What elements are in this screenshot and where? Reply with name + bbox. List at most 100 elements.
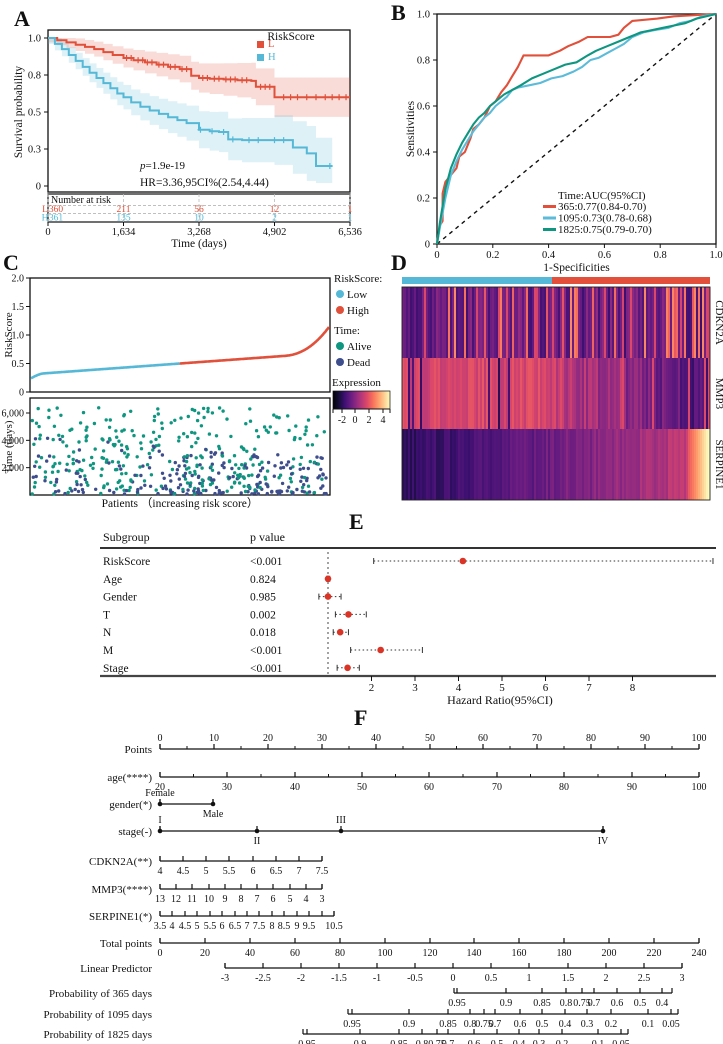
svg-text:Stage: Stage [103, 663, 129, 675]
svg-text:30: 30 [317, 733, 327, 744]
svg-text:0.8: 0.8 [560, 998, 573, 1009]
svg-text:Dead: Dead [347, 357, 371, 369]
svg-text:Number at risk: Number at risk [51, 195, 111, 206]
svg-text:-1.5: -1.5 [331, 973, 347, 984]
svg-text:1,634: 1,634 [112, 227, 136, 238]
svg-text:p value: p value [250, 530, 285, 544]
svg-text:0.2: 0.2 [417, 194, 430, 205]
svg-text:220: 220 [647, 948, 662, 959]
svg-text:240: 240 [692, 948, 707, 959]
svg-text:140: 140 [467, 948, 482, 959]
svg-text:40: 40 [290, 782, 300, 793]
panel-d-heatmap: CDKN2A MMP3 SERPINE1 [401, 277, 723, 501]
svg-text:200: 200 [602, 948, 617, 959]
svg-text:N: N [103, 627, 112, 639]
svg-text:H: H [268, 52, 276, 63]
svg-text:0.75: 0.75 [428, 1039, 446, 1044]
svg-text:0.6: 0.6 [611, 998, 624, 1009]
svg-text:70: 70 [532, 733, 542, 744]
panel-b-roc-plot: 00 0.2 0.2 0.4 0.4 0.6 0.6 0.8 0.8 1.0 1.0 Sensitiv… [405, 10, 723, 275]
svg-text:0.8: 0.8 [417, 56, 430, 67]
svg-text:12: 12 [270, 205, 280, 215]
svg-text:0.7: 0.7 [588, 998, 601, 1009]
svg-text:10.5: 10.5 [325, 921, 343, 932]
svg-text:9: 9 [295, 921, 300, 932]
svg-text:0.4: 0.4 [513, 1039, 526, 1044]
svg-text:0.5: 0.5 [634, 998, 647, 1009]
svg-text:0.5: 0.5 [491, 1039, 504, 1044]
svg-text:0: 0 [36, 182, 41, 193]
svg-text:1.0: 1.0 [709, 250, 722, 261]
svg-text:0.4: 0.4 [559, 1019, 572, 1030]
svg-text:50: 50 [357, 782, 367, 793]
svg-text:6,000: 6,000 [2, 408, 25, 419]
svg-text:0.7: 0.7 [442, 1039, 455, 1044]
svg-text:100: 100 [378, 948, 393, 959]
svg-text:Alive: Alive [347, 341, 372, 353]
svg-text:L: L [42, 205, 48, 215]
svg-text:0.9: 0.9 [500, 998, 513, 1009]
svg-text:4: 4 [158, 866, 163, 877]
svg-text:0.6: 0.6 [514, 1019, 527, 1030]
svg-text:0.6: 0.6 [598, 250, 611, 261]
svg-text:5: 5 [204, 866, 209, 877]
svg-text:Subgroup: Subgroup [103, 530, 150, 544]
svg-text:5: 5 [195, 921, 200, 932]
svg-text:5: 5 [288, 894, 293, 905]
svg-text:0.95: 0.95 [298, 1039, 316, 1044]
svg-text:1: 1 [348, 214, 353, 224]
svg-text:1.5: 1.5 [12, 302, 25, 313]
svg-text:Probability of 365 days: Probability of 365 days [49, 988, 152, 1000]
svg-text:160: 160 [512, 948, 527, 959]
svg-text:1.0: 1.0 [28, 34, 41, 45]
svg-text:Time:: Time: [334, 325, 360, 337]
svg-text:80: 80 [586, 733, 596, 744]
svg-text:2.0: 2.0 [12, 274, 25, 285]
svg-text:7: 7 [297, 866, 302, 877]
svg-text:0.3: 0.3 [28, 145, 41, 156]
svg-text:Time:AUC(95%CI): Time:AUC(95%CI) [558, 190, 646, 202]
svg-text:0.85: 0.85 [439, 1019, 457, 1030]
svg-text:9.5: 9.5 [303, 921, 316, 932]
svg-text:13: 13 [155, 894, 165, 905]
panel-b-letter: B [391, 0, 406, 25]
svg-text:0.05: 0.05 [612, 1039, 630, 1044]
svg-text:2: 2 [367, 415, 372, 426]
svg-text:Expression: Expression [332, 377, 381, 389]
svg-text:1.0: 1.0 [417, 10, 430, 21]
svg-text:0: 0 [434, 250, 439, 261]
svg-text:gender(*): gender(*) [109, 799, 152, 811]
svg-text:10: 10 [209, 733, 219, 744]
svg-text:0.85: 0.85 [390, 1039, 408, 1044]
svg-text:3: 3 [680, 973, 685, 984]
svg-text:RiskScore: RiskScore [3, 312, 15, 357]
svg-text:age(****): age(****) [107, 772, 152, 784]
svg-text:0.1: 0.1 [592, 1039, 605, 1044]
svg-text:2: 2 [369, 682, 375, 694]
svg-text:SERPINE1(*): SERPINE1(*) [89, 911, 152, 923]
svg-text:12: 12 [171, 894, 181, 905]
svg-text:5: 5 [499, 682, 505, 694]
svg-text:IV: IV [598, 836, 609, 847]
svg-text:100: 100 [692, 733, 707, 744]
svg-text:0.85: 0.85 [533, 998, 551, 1009]
svg-text:0: 0 [451, 973, 456, 984]
svg-text:1: 1 [348, 205, 353, 215]
svg-text:2: 2 [604, 973, 609, 984]
svg-text:60: 60 [290, 948, 300, 959]
svg-text:1.0: 1.0 [12, 331, 25, 342]
svg-text:2: 2 [272, 214, 277, 224]
svg-text:0.75: 0.75 [475, 1019, 493, 1030]
svg-text:365:0.77(0.84-0.70): 365:0.77(0.84-0.70) [558, 201, 647, 213]
svg-text:p=1.9e-19: p=1.9e-19 [139, 160, 185, 172]
svg-text:CDKN2A(**): CDKN2A(**) [89, 856, 152, 868]
svg-text:80: 80 [335, 948, 345, 959]
svg-text:T: T [103, 609, 110, 621]
svg-text:0: 0 [19, 388, 24, 399]
svg-text:0.4: 0.4 [417, 148, 431, 159]
svg-text:6: 6 [543, 682, 549, 694]
svg-text:3: 3 [320, 894, 325, 905]
svg-text:50: 50 [425, 733, 435, 744]
svg-text:Probability of 1825 days: Probability of 1825 days [44, 1029, 152, 1041]
